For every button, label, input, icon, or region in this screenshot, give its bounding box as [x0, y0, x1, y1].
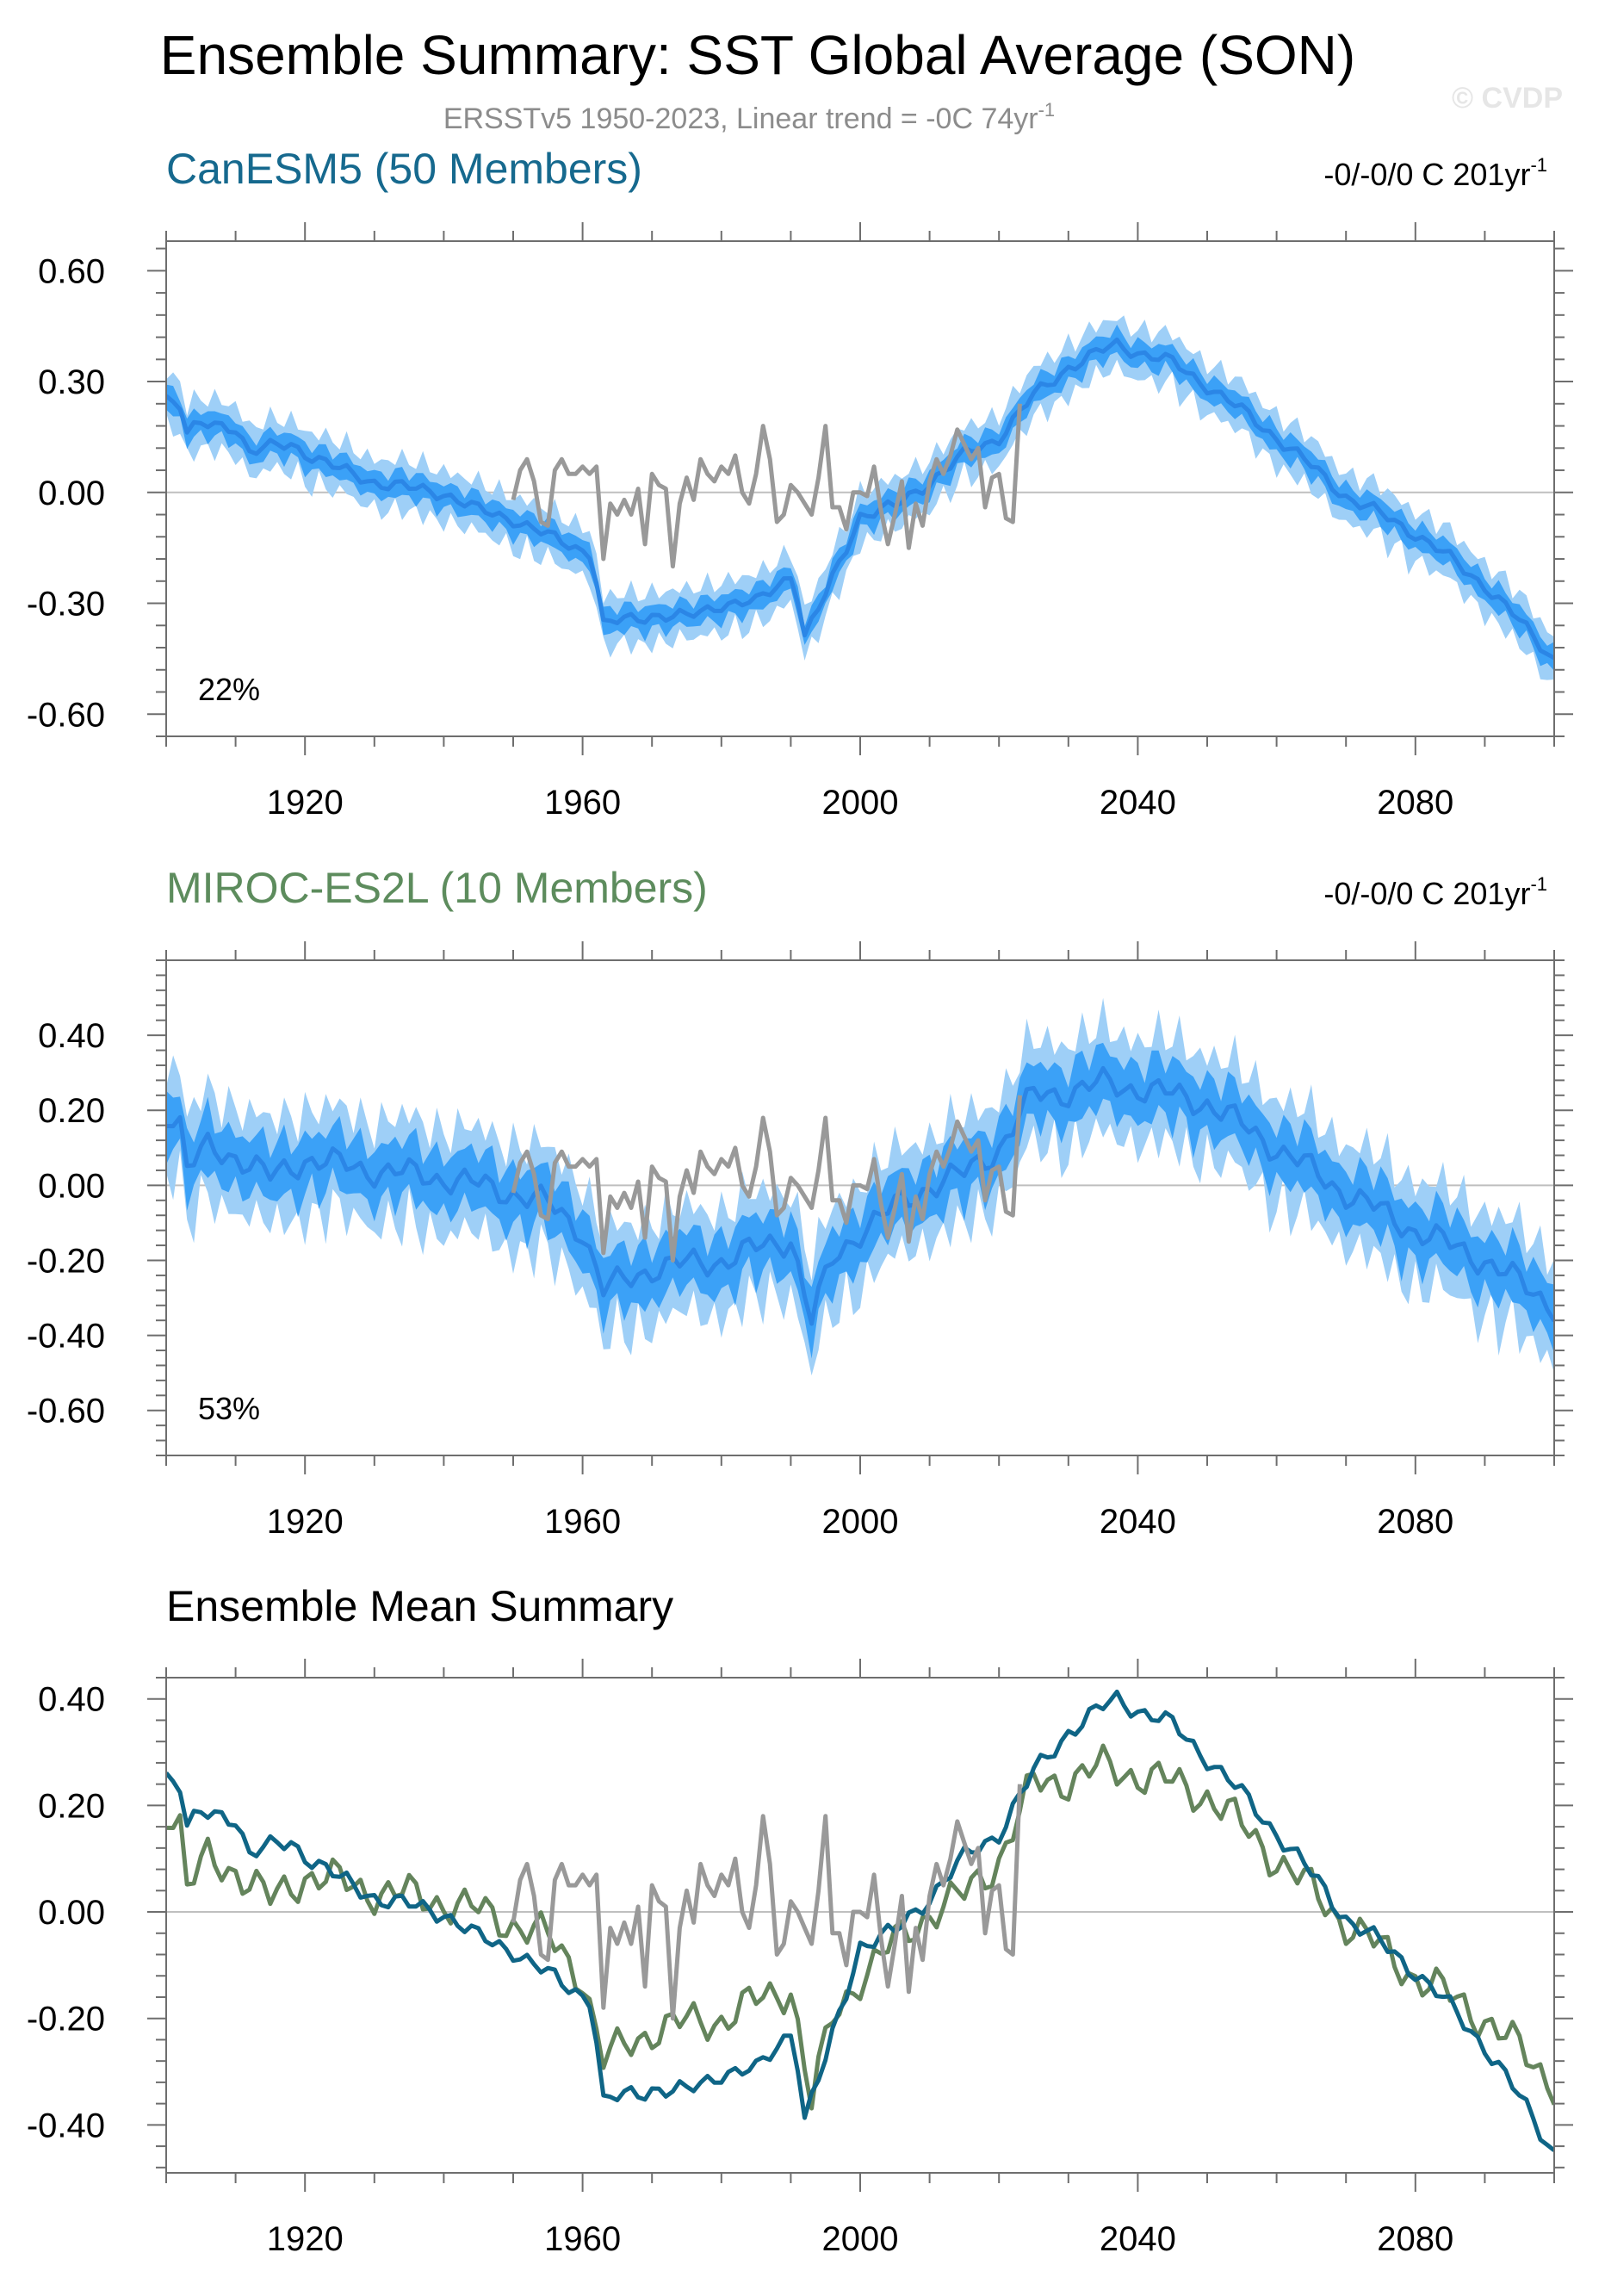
- panel-miroc-es2l: MIROC-ES2L (10 Members) -0/-0/0 C 201yr-1…: [27, 864, 1573, 1541]
- miroc-mean-line: [166, 1743, 1554, 2111]
- plot-area: [166, 997, 1554, 1376]
- figure-subtitle-main: ERSSTv5 1950-2023, Linear trend = -0C 74…: [443, 102, 1038, 135]
- observations-line: [511, 1784, 1022, 2021]
- y-tick-label: -0.20: [27, 2001, 105, 2038]
- x-tick-label: 2080: [1377, 1503, 1453, 1541]
- figure-title: Ensemble Summary: SST Global Average (SO…: [160, 24, 1355, 86]
- y-tick-label: 0.40: [38, 1017, 105, 1055]
- x-tick-label: 2080: [1377, 784, 1453, 822]
- cvdp-watermark: © CVDP: [1452, 82, 1563, 115]
- x-tick-label: 1920: [267, 1503, 344, 1541]
- y-tick-label: -0.30: [27, 586, 105, 624]
- x-tick-label: 1960: [544, 784, 621, 822]
- trend-text: -0/-0/0 C 201yr-1: [1323, 873, 1547, 911]
- observations-line: [511, 403, 1022, 569]
- x-tick-label: 1920: [267, 2220, 344, 2258]
- x-tick-label: 2040: [1100, 784, 1176, 822]
- y-tick-label: 0.40: [38, 1681, 105, 1719]
- y-tick-label: -0.60: [27, 696, 105, 734]
- panel-title: CanESM5 (50 Members): [166, 145, 642, 193]
- plot-area: [166, 315, 1554, 680]
- y-tick-label: 0.00: [38, 1167, 105, 1205]
- x-tick-label: 2040: [1100, 1503, 1176, 1541]
- ensemble-mean-line: [166, 1065, 1554, 1326]
- trend-text: -0/-0/0 C 201yr-1: [1323, 154, 1547, 192]
- x-tick-label: 1960: [544, 2220, 621, 2258]
- observations-line: [511, 1095, 1022, 1263]
- figure-subtitle-sup: -1: [1038, 99, 1056, 121]
- panel-ensemble-mean: Ensemble Mean Summary 1920 1960 2000 2040 208…: [27, 1582, 1573, 2258]
- y-tick-label: 0.20: [38, 1092, 105, 1130]
- y-tick-label: 0.00: [38, 1894, 105, 1932]
- x-tick-label: 1920: [267, 784, 344, 822]
- x-tick-label: 2080: [1377, 2220, 1453, 2258]
- x-tick-label: 2040: [1100, 2220, 1176, 2258]
- percent-annotation: 53%: [198, 1391, 260, 1426]
- x-tick-label: 1960: [544, 1503, 621, 1541]
- y-tick-label: 0.20: [38, 1787, 105, 1825]
- canesm-mean-line: [166, 1689, 1554, 2152]
- percent-annotation: 22%: [198, 672, 260, 707]
- plot-frame: [165, 1677, 1555, 2174]
- y-tick-label: 0.60: [38, 252, 105, 290]
- spread-band-outer: [166, 315, 1554, 680]
- y-tick-label: 0.30: [38, 363, 105, 401]
- y-tick-label: -0.40: [27, 1318, 105, 1356]
- y-tick-label: 0.00: [38, 475, 105, 512]
- y-tick-label: -0.60: [27, 1393, 105, 1430]
- y-tick-label: -0.20: [27, 1242, 105, 1280]
- figure-subtitle: ERSSTv5 1950-2023, Linear trend = -0C 74…: [443, 99, 1055, 135]
- spread-band-inner: [166, 1042, 1554, 1359]
- x-tick-label: 2000: [822, 1503, 899, 1541]
- panel-title: MIROC-ES2L (10 Members): [166, 864, 708, 912]
- panel-canesm5: CanESM5 (50 Members) -0/-0/0 C 201yr-1 192…: [27, 145, 1573, 822]
- panel-title: Ensemble Mean Summary: [166, 1582, 673, 1630]
- ensemble-mean-line: [166, 337, 1554, 661]
- plot-area: [166, 1689, 1554, 2152]
- y-tick-label: -0.40: [27, 2107, 105, 2144]
- x-tick-label: 2000: [822, 784, 899, 822]
- x-tick-label: 2000: [822, 2220, 899, 2258]
